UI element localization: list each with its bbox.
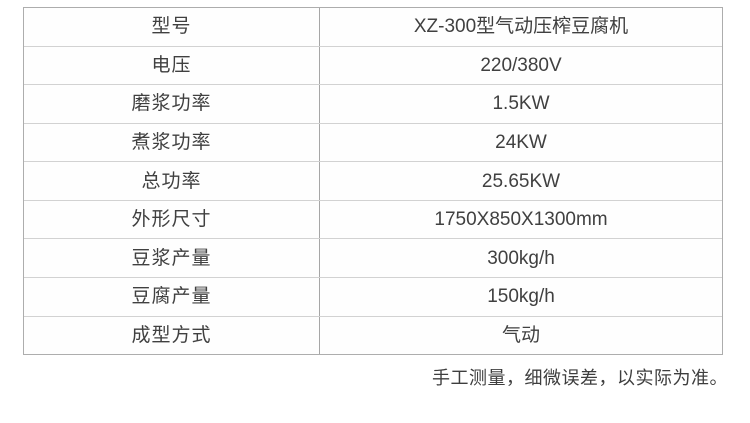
spec-value-forming-method: 气动 xyxy=(501,324,540,346)
spec-row-total-power: 总功率 25.65KW xyxy=(24,162,722,201)
spec-row-grinding-power: 磨浆功率 1.5KW xyxy=(24,85,722,124)
spec-value-soymilk-output: 300kg/h xyxy=(487,247,555,269)
spec-label-boiling-power: 煮浆功率 xyxy=(24,123,320,162)
spec-label-forming-method: 成型方式 xyxy=(24,316,320,355)
spec-table: 型号 XZ-300型气动压榨豆腐机 电压 220/380V 磨浆功率 1.5KW… xyxy=(23,7,723,355)
spec-value-boiling-power: 24KW xyxy=(495,131,547,153)
spec-row-dimensions: 外形尺寸 1750X850X1300mm xyxy=(24,200,722,240)
spec-label-soymilk-output: 豆浆产量 xyxy=(24,239,320,277)
spec-label-voltage: 电压 xyxy=(24,46,320,85)
spec-row-tofu-output: 豆腐产量 150kg/h xyxy=(24,277,722,317)
spec-label-grinding-power: 磨浆功率 xyxy=(24,85,320,123)
spec-label-total-power: 总功率 xyxy=(24,162,320,200)
spec-label-model: 型号 xyxy=(24,8,320,46)
spec-value-grinding-power: 1.5KW xyxy=(492,93,550,115)
spec-row-forming-method: 成型方式 气动 xyxy=(24,316,722,355)
measurement-disclaimer: 手工测量，细微误差，以实际为准。 xyxy=(432,368,728,388)
spec-value-voltage: 220/380V xyxy=(480,54,562,76)
spec-row-soymilk-output: 豆浆产量 300kg/h xyxy=(24,239,722,278)
spec-label-dimensions: 外形尺寸 xyxy=(24,200,320,239)
spec-label-tofu-output: 豆腐产量 xyxy=(24,277,320,316)
spec-row-model: 型号 XZ-300型气动压榨豆腐机 xyxy=(24,8,722,47)
spec-value-dimensions: 1750X850X1300mm xyxy=(434,209,608,231)
spec-value-tofu-output: 150kg/h xyxy=(487,286,555,308)
spec-value-total-power: 25.65KW xyxy=(481,170,561,192)
spec-row-voltage: 电压 220/380V xyxy=(24,46,722,86)
spec-value-model: XZ-300型气动压榨豆腐机 xyxy=(413,16,629,38)
spec-row-boiling-power: 煮浆功率 24KW xyxy=(24,123,722,163)
